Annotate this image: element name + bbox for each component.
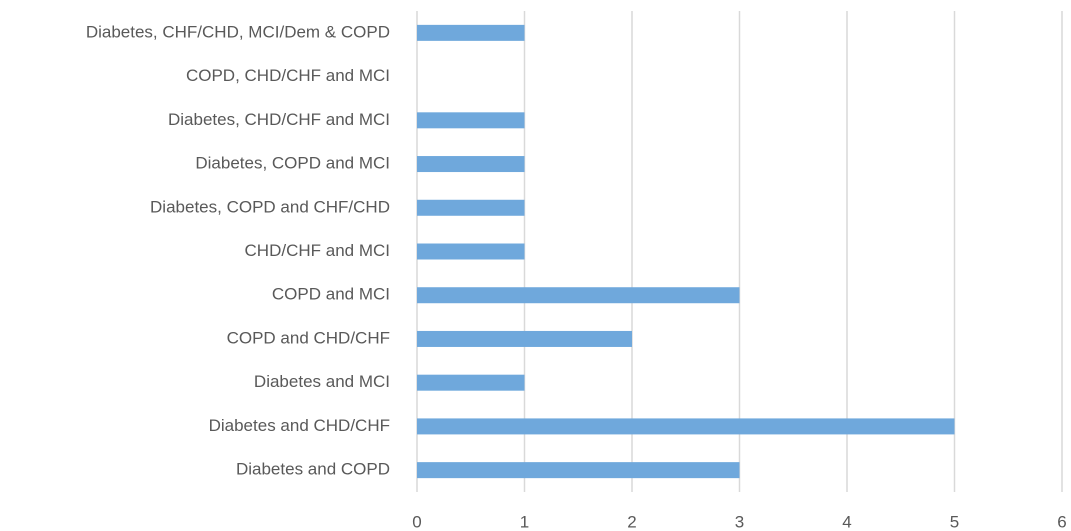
bar (417, 374, 525, 391)
x-tick-label: 6 (1057, 512, 1066, 531)
y-tick-label: COPD, CHD/CHF and MCI (186, 66, 390, 85)
x-tick-label: 2 (627, 512, 636, 531)
y-tick-label: CHD/CHF and MCI (245, 241, 390, 260)
y-tick-label: Diabetes, CHF/CHD, MCI/Dem & COPD (86, 22, 390, 41)
y-tick-label: Diabetes, COPD and MCI (195, 154, 390, 173)
bar (417, 199, 525, 216)
y-tick-label: Diabetes and MCI (254, 372, 390, 391)
x-tick-label: 5 (950, 512, 959, 531)
x-tick-label: 1 (520, 512, 529, 531)
y-tick-label: COPD and MCI (272, 285, 390, 304)
bar (417, 418, 955, 435)
bar (417, 24, 525, 41)
y-tick-label: Diabetes, CHD/CHF and MCI (168, 110, 390, 129)
x-tick-label: 3 (735, 512, 744, 531)
y-tick-label: COPD and CHD/CHF (227, 328, 390, 347)
bar (417, 156, 525, 173)
bar (417, 112, 525, 129)
x-tick-label: 4 (842, 512, 851, 531)
y-tick-label: Diabetes and COPD (236, 460, 390, 479)
bar (417, 287, 740, 304)
bar (417, 243, 525, 260)
bar (417, 462, 740, 479)
x-tick-label: 0 (412, 512, 421, 531)
bar (417, 330, 632, 347)
y-tick-label: Diabetes, COPD and CHF/CHD (150, 197, 390, 216)
y-tick-label: Diabetes and CHD/CHF (209, 416, 390, 435)
